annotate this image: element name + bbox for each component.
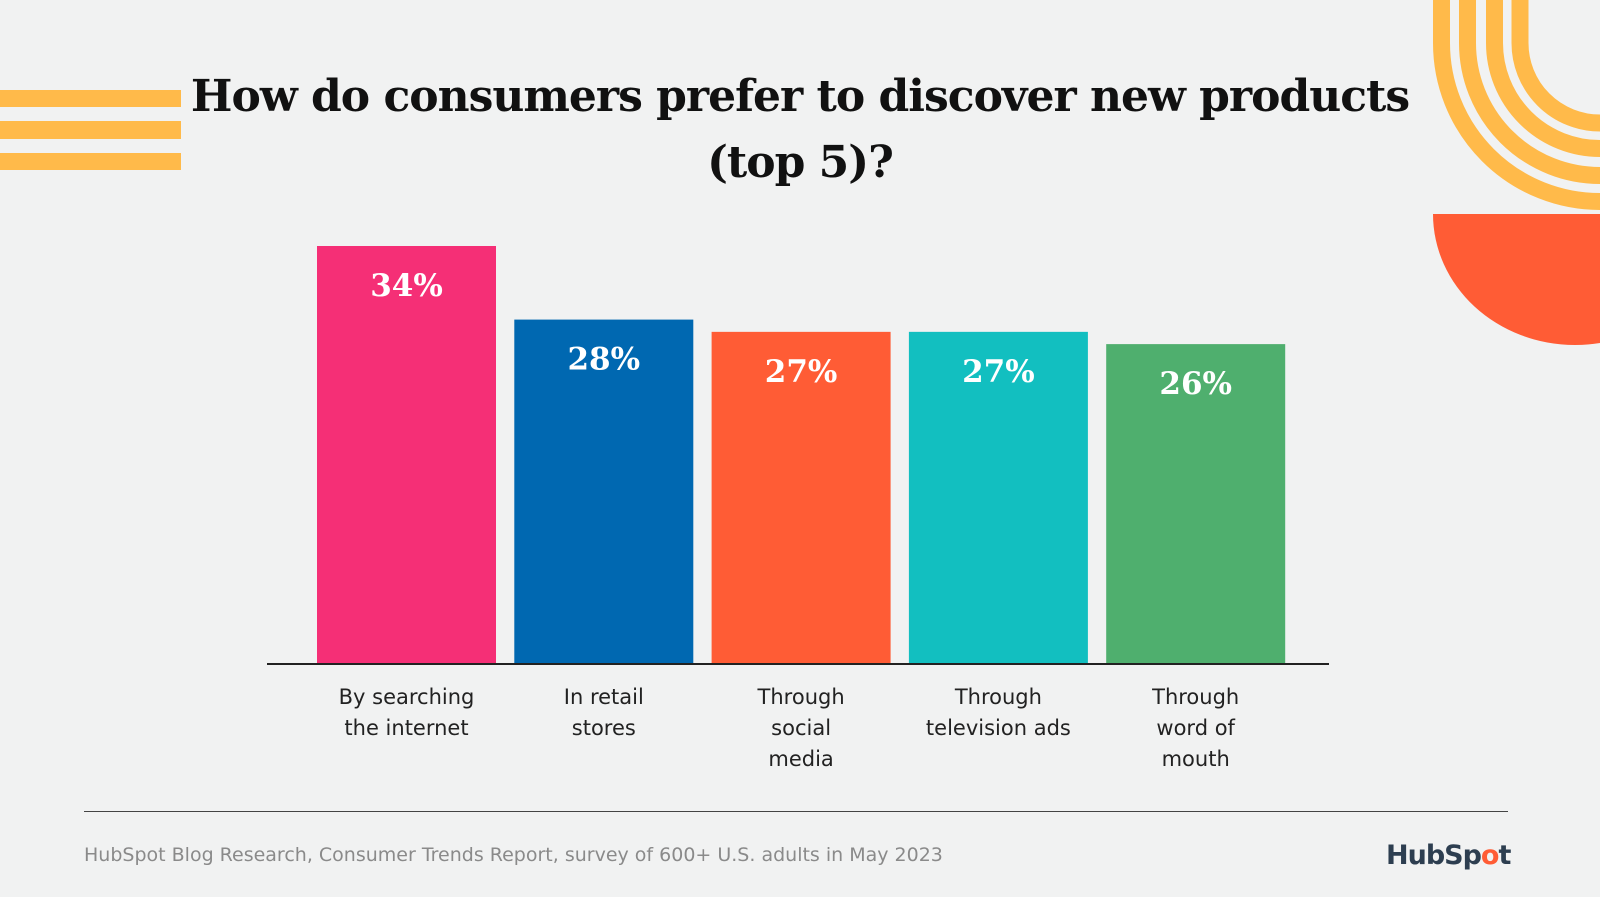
bar	[514, 319, 694, 663]
x-tick-label-line: word of	[1156, 716, 1235, 740]
hubspot-logo: HubSpot	[1386, 840, 1511, 871]
footer-divider	[84, 811, 1508, 812]
bar	[1106, 344, 1286, 663]
data-label: 34%	[370, 268, 443, 304]
data-label: 27%	[962, 354, 1035, 390]
bar	[908, 331, 1088, 663]
x-tick-label-line: social	[771, 716, 832, 740]
data-label: 27%	[765, 354, 838, 390]
bar	[711, 331, 891, 663]
x-tick-label-line: Through	[757, 685, 845, 709]
x-tick-label: Through social media	[701, 682, 901, 775]
data-label: 28%	[567, 342, 640, 378]
title-line-1: How do consumers prefer to discover new …	[190, 71, 1410, 122]
data-label: 26%	[1159, 366, 1232, 402]
x-tick-label: Through word of mouth	[1096, 682, 1296, 775]
x-tick-label-line: stores	[571, 716, 636, 740]
x-tick-label-line: mouth	[1161, 747, 1230, 771]
x-tick-label-line: Through	[1152, 685, 1240, 709]
x-tick-label-line: Through	[954, 685, 1042, 709]
x-tick-label: By searching the internet	[307, 682, 507, 744]
x-tick-label-line: the internet	[344, 716, 469, 740]
x-tick-label-line: television ads	[925, 716, 1071, 740]
x-tick-label-line: By searching	[338, 685, 475, 709]
x-tick-label: Through television ads	[898, 682, 1098, 744]
source-text: HubSpot Blog Research, Consumer Trends R…	[84, 844, 943, 866]
stripes-decoration	[0, 90, 181, 170]
arcs-decoration	[1433, 0, 1600, 210]
chart-title: How do consumers prefer to discover new …	[0, 64, 1600, 196]
title-line-2: (top 5)?	[707, 137, 894, 188]
half-circle-decoration	[1433, 214, 1600, 345]
x-tick-label-line: media	[768, 747, 834, 771]
bar	[317, 246, 496, 663]
x-tick-label: In retail stores	[504, 682, 704, 744]
x-tick-label-line: In retail	[563, 685, 644, 709]
